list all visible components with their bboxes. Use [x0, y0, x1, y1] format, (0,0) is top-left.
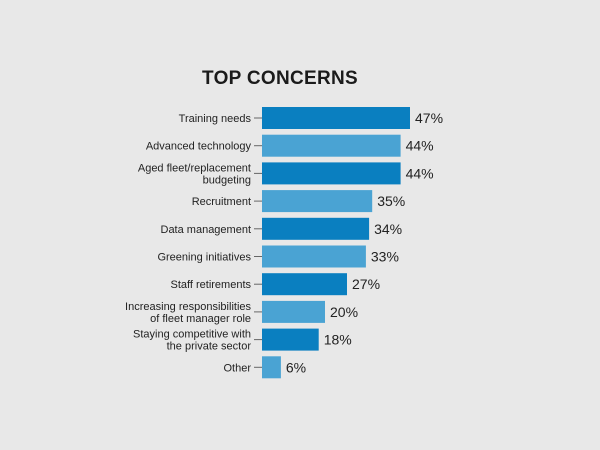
bar-5 — [262, 245, 366, 268]
category-label-5: Greening initiatives — [157, 252, 251, 264]
bar-1 — [262, 134, 401, 157]
value-label-0: 47% — [415, 110, 443, 126]
value-label-9: 6% — [286, 359, 306, 375]
bar-6 — [262, 273, 347, 296]
category-label-6: Staff retirements — [171, 279, 252, 291]
value-label-3: 35% — [377, 193, 405, 209]
category-label-2: Aged fleet/replacement budgeting — [138, 162, 251, 186]
category-label-9: Other — [223, 362, 251, 374]
bar-8 — [262, 328, 319, 351]
category-label-4: Data management — [161, 224, 252, 236]
category-label-7: Increasing responsibilities of fleet mana… — [125, 301, 251, 325]
bar-7 — [262, 300, 325, 323]
category-label-0: Training needs — [179, 113, 252, 125]
bar-0 — [262, 107, 410, 129]
value-label-7: 20% — [330, 304, 358, 320]
chart-title: TOP CONCERNS — [202, 68, 358, 89]
value-label-1: 44% — [406, 138, 434, 154]
value-label-2: 44% — [406, 165, 434, 181]
category-label-3: Recruitment — [192, 196, 251, 208]
bar-4 — [262, 217, 370, 240]
category-label-8: Staying competitive with the private sect… — [133, 329, 251, 353]
value-label-5: 33% — [371, 249, 399, 265]
value-label-4: 34% — [374, 221, 402, 237]
bar-3 — [262, 190, 373, 213]
bar-9 — [262, 356, 281, 379]
category-label-1: Advanced technology — [146, 141, 252, 153]
bar-2 — [262, 162, 401, 185]
value-label-8: 18% — [324, 332, 352, 348]
value-label-6: 27% — [352, 276, 380, 292]
